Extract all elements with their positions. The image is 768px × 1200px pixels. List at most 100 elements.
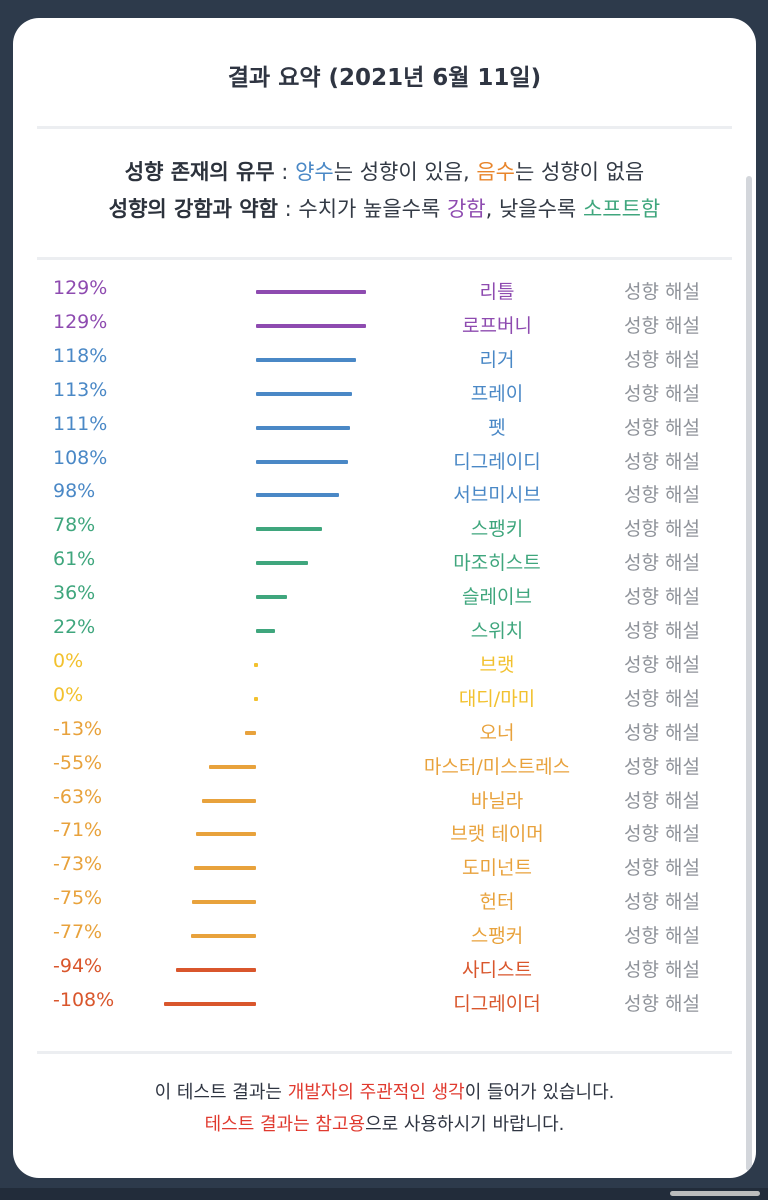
- legend-positive-word: 양수: [295, 160, 334, 184]
- result-bar: [256, 459, 348, 464]
- result-row: 108% 디그레이디 성향 해설: [13, 444, 756, 478]
- result-bar: [256, 493, 340, 498]
- result-row: 129% 리틀 성향 해설: [13, 274, 756, 308]
- result-percent: 111%: [53, 412, 108, 435]
- description-link[interactable]: 성향 해설: [624, 789, 700, 812]
- result-bar: [176, 968, 256, 972]
- description-link[interactable]: 성향 해설: [624, 857, 700, 880]
- result-row: -108% 디그레이더 성향 해설: [13, 986, 756, 1020]
- legend-text: 는 성향이 있음,: [333, 160, 477, 184]
- result-bar: [254, 662, 258, 667]
- result-row: -77% 스팽커 성향 해설: [13, 918, 756, 952]
- result-percent: 129%: [53, 277, 108, 299]
- description-link[interactable]: 성향 해설: [624, 586, 700, 609]
- result-bar: [256, 357, 357, 362]
- description-link[interactable]: 성향 해설: [624, 755, 700, 778]
- result-percent: 129%: [53, 310, 108, 333]
- divider-top: [37, 126, 732, 129]
- result-row: 36% 슬레이브 성향 해설: [13, 579, 756, 613]
- footer-text: 이 테스트 결과는: [154, 1082, 288, 1103]
- description-link[interactable]: 성향 해설: [624, 620, 700, 642]
- legend-text: , 낮을수록: [485, 197, 583, 221]
- result-percent: 108%: [53, 446, 108, 469]
- result-name: 대디/마미: [458, 687, 536, 710]
- result-bar: [193, 866, 256, 871]
- description-link[interactable]: 성향 해설: [624, 653, 700, 676]
- description-link[interactable]: 성향 해설: [624, 721, 700, 744]
- result-row: 111% 펫 성향 해설: [13, 410, 756, 444]
- result-row: -13% 오너 성향 해설: [13, 715, 756, 749]
- result-percent: -63%: [53, 785, 103, 808]
- result-row: -63% 바닐라 성향 해설: [13, 783, 756, 817]
- description-link[interactable]: 성향 해설: [624, 959, 700, 981]
- result-row: 61% 마조히스트 성향 해설: [13, 545, 756, 579]
- description-link[interactable]: 성향 해설: [624, 348, 700, 371]
- result-bar: [190, 934, 256, 939]
- result-name: 스위치: [470, 620, 524, 642]
- legend-strong-word: 강함: [446, 197, 486, 221]
- result-row: -75% 헌터 성향 해설: [13, 884, 756, 918]
- description-link[interactable]: 성향 해설: [624, 891, 700, 914]
- legend-strength-label: 성향의 강함과 약함: [108, 197, 278, 221]
- result-row: -94% 사디스트 성향 해설: [13, 952, 756, 986]
- result-bar: [256, 629, 275, 633]
- result-percent: 118%: [53, 344, 108, 367]
- footer-highlight: 개발자의 주관적인 생각: [287, 1082, 465, 1103]
- result-row: 98% 서브미시브 성향 해설: [13, 477, 756, 511]
- description-link[interactable]: 성향 해설: [624, 281, 700, 303]
- description-link[interactable]: 성향 해설: [624, 450, 700, 473]
- page-title: 결과 요약 (2021년 6월 11일): [227, 65, 542, 91]
- result-bar: [164, 1001, 256, 1006]
- result-bar: [256, 391, 353, 396]
- result-percent: -73%: [53, 853, 103, 876]
- legend-sep: :: [274, 160, 296, 184]
- description-link[interactable]: 성향 해설: [624, 484, 700, 507]
- footer-highlight: 테스트 결과는 참고용: [204, 1114, 366, 1135]
- legend-sep: :: [277, 197, 299, 221]
- description-link[interactable]: 성향 해설: [624, 552, 700, 575]
- result-name: 스팽커: [470, 925, 524, 948]
- result-percent: -55%: [53, 751, 103, 774]
- legend-line-existence: 성향 존재의 유무 : 양수는 성향이 있음, 음수는 성향이 없음: [13, 156, 756, 186]
- result-row: -73% 도미넌트 성향 해설: [13, 850, 756, 884]
- description-link[interactable]: 성향 해설: [624, 518, 700, 541]
- result-bar: [244, 730, 256, 735]
- result-bar: [202, 798, 256, 803]
- result-name: 스팽키: [470, 518, 524, 541]
- result-bar: [192, 900, 256, 905]
- result-name: 슬레이브: [462, 586, 532, 609]
- result-percent: -77%: [53, 921, 103, 944]
- legend-line-strength: 성향의 강함과 약함 : 수치가 높을수록 강함, 낮을수록 소프트함: [13, 193, 756, 223]
- result-percent: 113%: [53, 378, 108, 401]
- result-percent: -108%: [53, 988, 115, 1011]
- result-percent: -71%: [53, 819, 103, 842]
- description-link[interactable]: 성향 해설: [624, 382, 700, 405]
- result-percent: -94%: [53, 955, 103, 977]
- bottom-bar: [0, 1188, 768, 1200]
- result-bar: [254, 696, 258, 701]
- description-link[interactable]: 성향 해설: [624, 314, 700, 337]
- result-percent: 36%: [53, 582, 96, 605]
- result-name: 바닐라: [470, 789, 524, 812]
- result-name: 펫: [488, 416, 506, 439]
- result-bar: [195, 832, 256, 837]
- result-name: 마조히스트: [453, 552, 541, 575]
- description-link[interactable]: 성향 해설: [624, 416, 700, 439]
- scrollbar[interactable]: [746, 176, 752, 1171]
- description-link[interactable]: 성향 해설: [624, 992, 700, 1015]
- home-indicator[interactable]: [670, 1191, 760, 1196]
- result-name: 헌터: [479, 891, 515, 914]
- description-link[interactable]: 성향 해설: [624, 823, 700, 846]
- footer-line-2: 테스트 결과는 참고용으로 사용하시기 바랍니다.: [13, 1110, 756, 1136]
- result-name: 브랫 테이머: [450, 823, 544, 846]
- result-row: 129% 로프버니 성향 해설: [13, 308, 756, 342]
- description-link[interactable]: 성향 해설: [624, 687, 700, 710]
- result-percent: -13%: [53, 717, 103, 740]
- result-percent: 78%: [53, 514, 96, 537]
- result-name: 오너: [479, 721, 515, 744]
- result-row: -71% 브랫 테이머 성향 해설: [13, 816, 756, 850]
- result-row: 0% 브랫 성향 해설: [13, 647, 756, 681]
- description-link[interactable]: 성향 해설: [624, 925, 700, 948]
- result-percent: -75%: [53, 887, 103, 910]
- result-name: 도미넌트: [462, 857, 532, 880]
